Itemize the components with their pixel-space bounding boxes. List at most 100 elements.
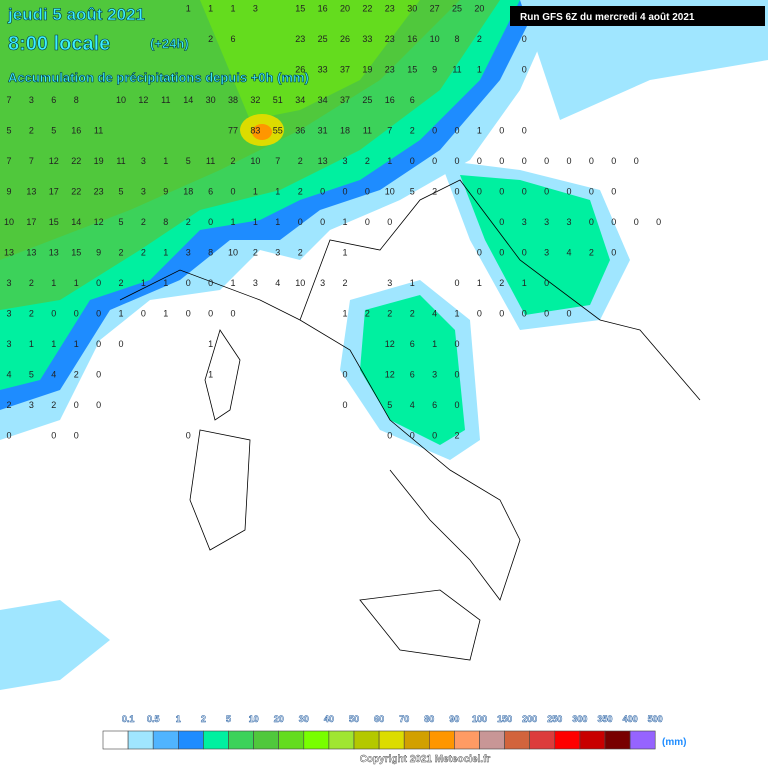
grid-value: 34	[295, 95, 305, 105]
grid-value: 0	[432, 430, 437, 440]
grid-value: 3	[544, 217, 549, 227]
grid-value: 0	[208, 308, 213, 318]
legend-label: 2	[201, 714, 206, 724]
grid-value: 23	[385, 3, 395, 13]
grid-value: 3	[253, 278, 258, 288]
grid-value: 2	[410, 125, 415, 135]
grid-value: 0	[454, 400, 459, 410]
grid-value: 2	[141, 247, 146, 257]
grid-value: 0	[454, 339, 459, 349]
grid-value: 0	[544, 156, 549, 166]
grid-value: 15	[49, 217, 59, 227]
grid-value: 0	[365, 217, 370, 227]
grid-value: 6	[51, 95, 56, 105]
grid-value: 0	[208, 217, 213, 227]
grid-value: 16	[407, 34, 417, 44]
grid-value: 16	[318, 3, 328, 13]
grid-value: 16	[71, 125, 81, 135]
legend-unit: (mm)	[662, 737, 686, 748]
grid-value: 0	[634, 217, 639, 227]
grid-value: 12	[94, 217, 104, 227]
grid-value: 0	[410, 156, 415, 166]
grid-value: 0	[141, 308, 146, 318]
legend-swatch	[102, 730, 129, 750]
grid-value: 0	[454, 278, 459, 288]
grid-value: 1	[230, 217, 235, 227]
grid-value: 0	[230, 186, 235, 196]
grid-value: 0	[589, 217, 594, 227]
grid-value: 13	[49, 247, 59, 257]
grid-value: 3	[29, 95, 34, 105]
grid-value: 7	[29, 156, 34, 166]
grid-value: 1	[118, 308, 123, 318]
grid-value: 0	[499, 308, 504, 318]
grid-value: 8	[454, 34, 459, 44]
grid-value: 26	[295, 64, 305, 74]
legend-label: 200	[522, 714, 537, 724]
coastlines	[119, 179, 701, 661]
grid-value: 2	[29, 308, 34, 318]
grid-value: 6	[410, 369, 415, 379]
lead-time: (+24h)	[150, 36, 189, 51]
grid-value: 0	[544, 278, 549, 288]
grid-value: 0	[656, 217, 661, 227]
grid-value: 1	[186, 3, 191, 13]
legend-label: 250	[547, 714, 562, 724]
grid-value: 0	[432, 156, 437, 166]
legend-swatch	[454, 730, 480, 750]
grid-value: 0	[522, 125, 527, 135]
grid-value: 19	[362, 64, 372, 74]
grid-value: 37	[340, 64, 350, 74]
grid-value: 4	[410, 400, 415, 410]
grid-value: 7	[6, 95, 11, 105]
legend-swatch	[278, 730, 305, 750]
grid-value: 7	[387, 125, 392, 135]
legend-swatch	[253, 730, 280, 750]
grid-value: 17	[26, 217, 36, 227]
grid-value: 5	[387, 400, 392, 410]
grid-value: 30	[206, 95, 216, 105]
grid-value: 0	[499, 186, 504, 196]
grid-value: 23	[385, 64, 395, 74]
grid-value: 19	[94, 156, 104, 166]
grid-value: 10	[4, 217, 14, 227]
grid-value: 1	[208, 369, 213, 379]
grid-value: 0	[522, 247, 527, 257]
grid-value: 1	[163, 278, 168, 288]
grid-value: 22	[71, 186, 81, 196]
grid-value: 0	[320, 186, 325, 196]
grid-value: 1	[208, 339, 213, 349]
grid-value: 2	[6, 400, 11, 410]
legend-label: 50	[349, 714, 359, 724]
grid-value: 6	[230, 34, 235, 44]
grid-value: 2	[432, 186, 437, 196]
grid-value: 3	[432, 369, 437, 379]
grid-value: 2	[365, 308, 370, 318]
grid-value: 11	[161, 95, 170, 105]
grid-value: 31	[318, 125, 328, 135]
grid-value: 2	[298, 186, 303, 196]
grid-value: 3	[141, 156, 146, 166]
grid-value: 34	[318, 95, 328, 105]
grid-value: 6	[410, 95, 415, 105]
grid-value: 4	[432, 308, 437, 318]
grid-value: 0	[454, 156, 459, 166]
grid-value: 2	[29, 125, 34, 135]
legend-label: 400	[623, 714, 638, 724]
grid-value: 0	[522, 64, 527, 74]
grid-value: 1	[477, 125, 482, 135]
grid-value: 0	[342, 400, 347, 410]
grid-value: 20	[340, 3, 350, 13]
legend-swatch	[554, 730, 581, 750]
grid-value: 0	[522, 34, 527, 44]
legend-swatch	[428, 730, 455, 750]
grid-value: 26	[340, 34, 350, 44]
time: 8:00 locale	[8, 33, 110, 55]
grid-value: 5	[29, 369, 34, 379]
grid-value: 1	[342, 247, 347, 257]
grid-value: 18	[340, 125, 350, 135]
grid-value: 0	[118, 339, 123, 349]
grid-value: 10	[250, 156, 260, 166]
legend-label: 70	[399, 714, 409, 724]
value-grid: 1 1 1 3 15 16 20 22 23 30 27 25 202 6 23 25 26 33 23 16 10 8 2…	[4, 3, 661, 440]
